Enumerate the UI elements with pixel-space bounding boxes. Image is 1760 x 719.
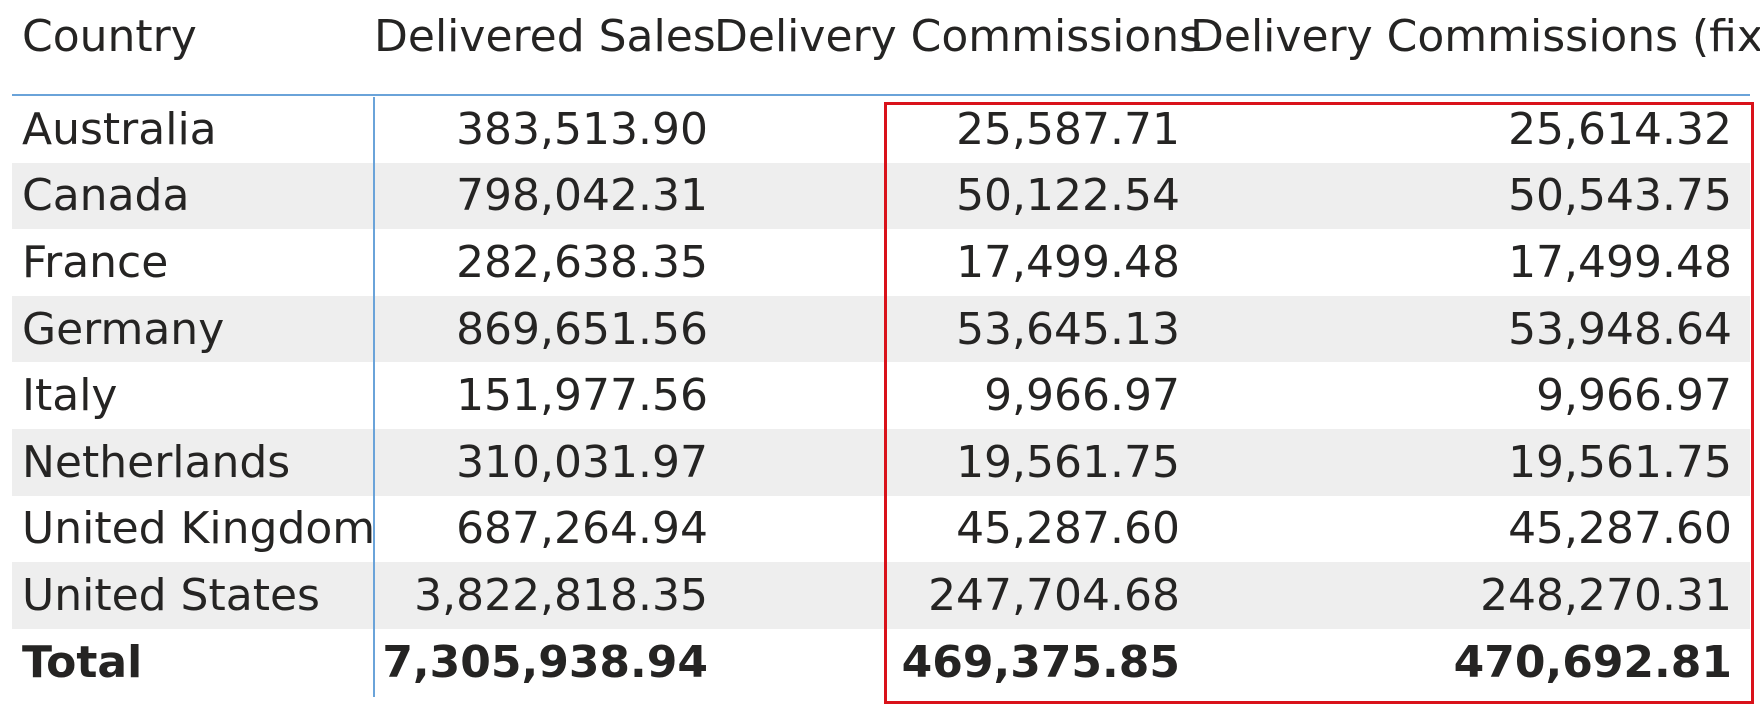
- total-delivery-commissions: 469,375.85: [901, 636, 1180, 688]
- matrix-table: Country Delivered Sales Delivery Commiss…: [12, 0, 1760, 695]
- delivery-commissions-fix-cell: 25,614.32: [1508, 103, 1732, 155]
- total-delivered-sales: 7,305,938.94: [382, 636, 708, 688]
- delivery-commissions-fix-cell: 9,966.97: [1536, 370, 1732, 422]
- delivered-sales-cell: 798,042.31: [456, 170, 708, 222]
- table-header-row: Country Delivered Sales Delivery Commiss…: [12, 0, 1760, 96]
- delivery-commissions-cell: 17,499.48: [956, 236, 1180, 288]
- delivered-sales-cell: 687,264.94: [456, 503, 708, 555]
- column-header-delivery-commissions[interactable]: Delivery Commissions: [714, 10, 1203, 62]
- delivery-commissions-cell: 19,561.75: [956, 436, 1180, 488]
- delivered-sales-cell: 3,822,818.35: [414, 569, 708, 621]
- delivery-commissions-fix-cell: 53,948.64: [1508, 303, 1732, 355]
- column-header-country[interactable]: Country: [22, 10, 197, 62]
- column-header-delivered-sales[interactable]: Delivered Sales: [374, 10, 716, 62]
- table-row[interactable]: Germany 869,651.56 53,645.13 53,948.64: [12, 295, 1750, 363]
- delivery-commissions-fix-cell: 19,561.75: [1508, 436, 1732, 488]
- delivered-sales-cell: 310,031.97: [456, 436, 708, 488]
- table-row[interactable]: Italy 151,977.56 9,966.97 9,966.97: [12, 362, 1750, 429]
- table-row[interactable]: United Kingdom 687,264.94 45,287.60 45,2…: [12, 496, 1750, 563]
- country-cell: Germany: [22, 303, 225, 355]
- country-cell: Canada: [22, 170, 190, 222]
- table-row[interactable]: Australia 383,513.90 25,587.71 25,614.32: [12, 96, 1750, 163]
- table-row[interactable]: France 282,638.35 17,499.48 17,499.48: [12, 229, 1750, 296]
- country-cell: United Kingdom: [22, 503, 376, 555]
- country-cell: Italy: [22, 370, 118, 422]
- country-cell: Australia: [22, 103, 217, 155]
- delivery-commissions-fix-cell: 248,270.31: [1480, 569, 1732, 621]
- column-header-delivery-commissions-fix[interactable]: Delivery Commissions (fix): [1190, 10, 1760, 62]
- delivery-commissions-cell: 53,645.13: [956, 303, 1180, 355]
- delivery-commissions-cell: 45,287.60: [956, 503, 1180, 555]
- country-cell: United States: [22, 569, 320, 621]
- delivery-commissions-cell: 247,704.68: [928, 569, 1180, 621]
- country-cell: France: [22, 236, 169, 288]
- table-row[interactable]: United States 3,822,818.35 247,704.68 24…: [12, 562, 1750, 629]
- delivered-sales-cell: 383,513.90: [456, 103, 708, 155]
- delivery-commissions-fix-cell: 50,543.75: [1508, 170, 1732, 222]
- total-delivery-commissions-fix: 470,692.81: [1453, 636, 1732, 688]
- table-body: Australia 383,513.90 25,587.71 25,614.32…: [12, 96, 1750, 695]
- delivered-sales-cell: 282,638.35: [456, 236, 708, 288]
- table-row[interactable]: Canada 798,042.31 50,122.54 50,543.75: [12, 162, 1750, 230]
- delivery-commissions-cell: 25,587.71: [956, 103, 1180, 155]
- delivery-commissions-fix-cell: 45,287.60: [1508, 503, 1732, 555]
- total-label: Total: [22, 636, 143, 688]
- delivered-sales-cell: 151,977.56: [456, 370, 708, 422]
- table-row[interactable]: Netherlands 310,031.97 19,561.75 19,561.…: [12, 428, 1750, 496]
- delivery-commissions-cell: 9,966.97: [984, 370, 1180, 422]
- row-header-divider: [373, 97, 375, 697]
- delivered-sales-cell: 869,651.56: [456, 303, 708, 355]
- delivery-commissions-cell: 50,122.54: [956, 170, 1180, 222]
- delivery-commissions-fix-cell: 17,499.48: [1508, 236, 1732, 288]
- total-row[interactable]: Total 7,305,938.94 469,375.85 470,692.81: [12, 629, 1750, 696]
- country-cell: Netherlands: [22, 436, 291, 488]
